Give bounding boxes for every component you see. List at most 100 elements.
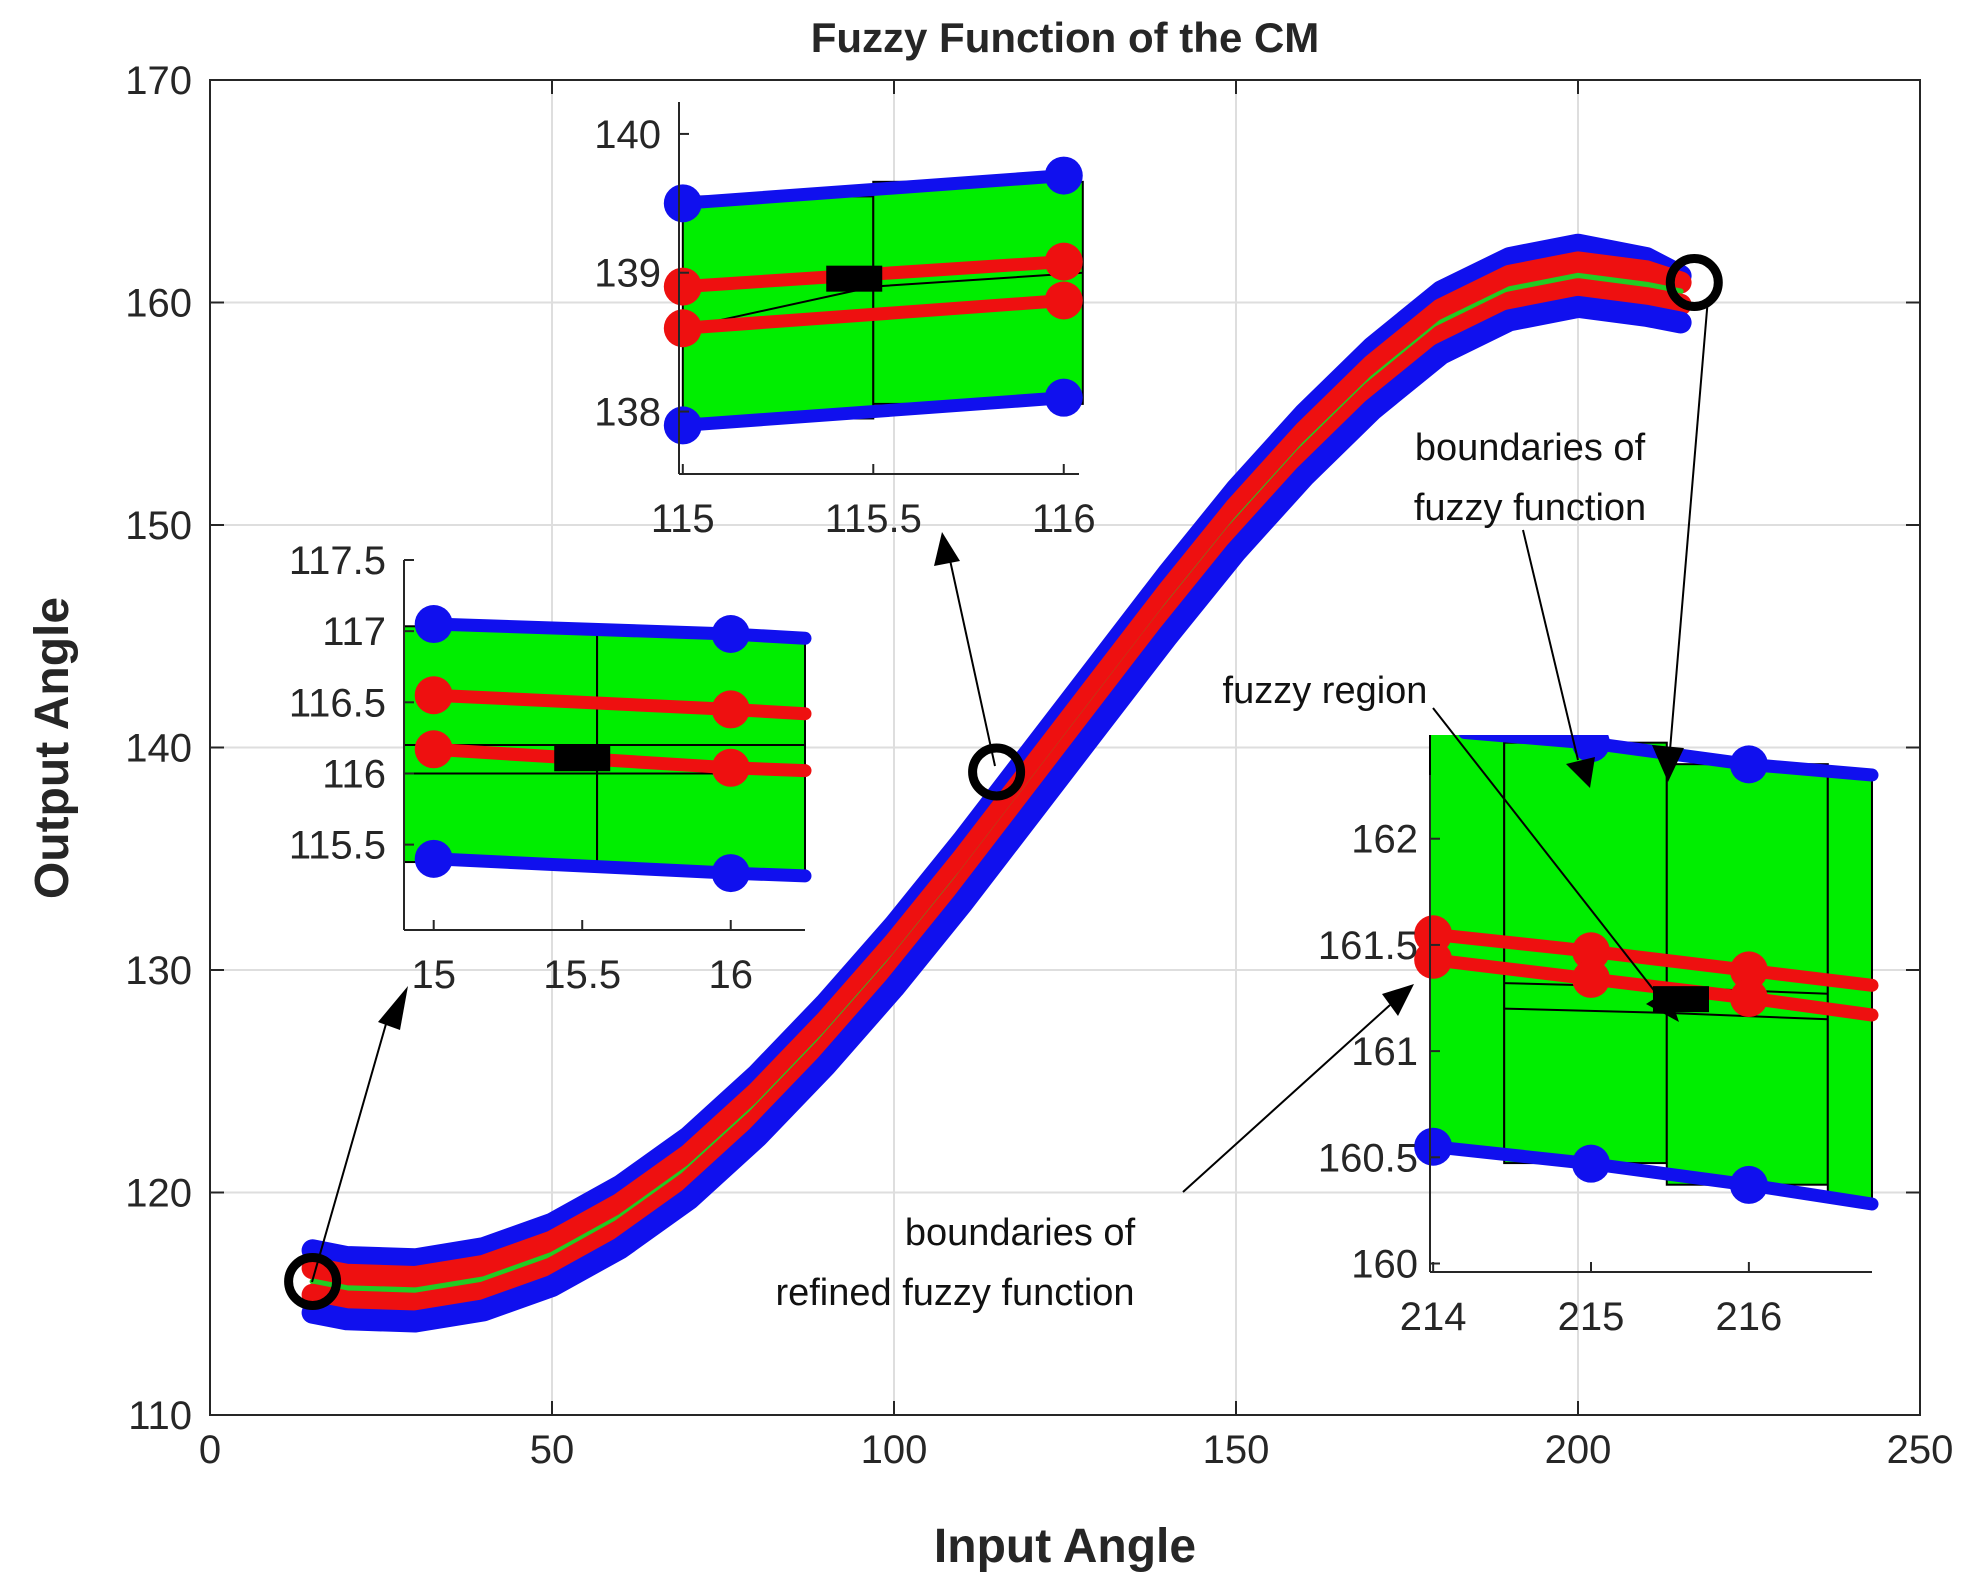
y-tick-label: 130 [125,949,192,993]
inset-y-tick-label: 116.5 [289,681,386,725]
inset-marker [1729,979,1768,1018]
inset-x-tick-label: 16 [708,953,753,997]
inset-body [403,605,812,893]
inset-y-tick-label: 160 [1351,1243,1418,1287]
chart-title: Fuzzy Function of the CM [811,14,1320,61]
inset-line-0 [676,169,1071,210]
x-axis-label: Input Angle [934,1520,1196,1573]
inset-marker [663,309,702,348]
inset-marker [1572,959,1611,998]
inset-y-tick-label: 115.5 [289,824,386,868]
annotation-boundaries-refined-line1: boundaries of [905,1212,1136,1254]
inset-marker [1729,1165,1768,1204]
inset-line-3 [1426,1140,1879,1211]
arrow-heads [378,532,1684,1030]
inset-y-tick-label: 160.5 [1318,1136,1418,1180]
inset-marker [1044,156,1083,195]
inset-marker [663,406,702,445]
inset-marker [1572,1144,1611,1183]
highlight-circle-1 [968,743,1026,801]
arrowhead-fuzzy-region [1646,990,1679,1022]
inset-input-15: 15 15.5 16 115.5 116 116.5 117 117.5 [289,539,812,997]
series-line-4 [301,295,1692,1333]
y-axis-ticks: 110 120 130 140 150 160 170 [125,59,1920,1438]
inset-x-tick-label: 116 [1032,497,1096,541]
inset-marker [1044,242,1083,281]
arrow-fuzzy-region [1432,707,1661,999]
inset-marker [414,730,453,769]
x-tick-label: 50 [530,1428,575,1472]
y-tick-label: 140 [125,727,192,771]
inset-marker [711,854,750,893]
inset-y-tick-label: 117.5 [289,539,386,583]
inset-marker [414,839,453,878]
annotation-boundaries-fuzzy-line1: boundaries of [1415,427,1646,469]
x-axis-ticks: 0 50 100 150 200 250 [199,80,1954,1472]
x-tick-label: 100 [861,1428,928,1472]
inset-y-tick-label: 140 [594,113,661,157]
inset-marker [711,690,750,729]
inset-y-tick-label: 139 [594,252,661,296]
inset-body [663,156,1084,445]
y-tick-label: 160 [125,282,192,326]
inset-marker [1572,735,1611,763]
inset-x-tick-label: 15 [411,953,456,997]
inset-marker [1044,281,1083,320]
fuzzy-column-1 [596,632,807,873]
inset-line-3 [676,391,1071,432]
y-tick-label: 120 [125,1172,192,1216]
insets-group: 15 15.5 16 115.5 116 116.5 117 117.5 115 115.5 116… [289,102,1879,1339]
inset-input-215: 214 215 216 160 160.5 161 161.5 162 [1318,735,1879,1339]
inset-input-115: 115 115.5 116 138 139 140 [594,102,1096,541]
inset-x-tick-label: 115 [651,497,715,541]
inset-marker [414,676,453,715]
arrowhead-inset2 [934,532,960,566]
arrow-inset2 [949,559,996,767]
inset-marker [663,184,702,223]
inset-marker [1044,378,1083,417]
arrowhead-boundaries-refined [1382,984,1414,1016]
highlight-circle-0 [284,1253,342,1310]
inset-marker [711,748,750,787]
inset-y-tick-label: 161.5 [1318,924,1418,968]
inset-marker [414,605,453,644]
arrow-inset1 [311,1009,391,1283]
x-tick-label: 150 [1203,1428,1270,1472]
x-tick-label: 250 [1887,1428,1954,1472]
arrow-boundaries-fuzzy [1522,529,1579,761]
arrow-boundaries-refined [1182,1004,1391,1193]
inset-marker [1414,1127,1453,1166]
annotation-arrows [311,297,1709,1283]
inset-marker [1572,932,1611,971]
arrowhead-inset1 [378,986,408,1030]
inset-x-tick-label: 216 [1715,1295,1782,1339]
arrowhead-inset3 [1652,745,1684,782]
annotation-fuzzy-region: fuzzy region [1223,670,1428,712]
y-tick-label: 170 [125,59,192,103]
inset-marker [663,267,702,306]
x-tick-label: 200 [1545,1428,1612,1472]
x-tick-label: 0 [199,1428,221,1472]
fuzzy-point-marker [826,265,883,292]
inset-x-tick-label: 15.5 [543,953,621,997]
y-axis-label: Output Angle [26,597,79,899]
inset-line-2 [676,294,1071,335]
inset-marker [1729,951,1768,990]
series-line-1 [301,251,1692,1288]
highlight-circle-2 [1665,253,1723,311]
fuzzy-point-marker [554,745,611,772]
inset-y-tick-label: 138 [594,391,661,435]
arrowhead-boundaries-fuzzy [1566,757,1595,788]
annotation-boundaries-fuzzy-line2: fuzzy function [1414,487,1646,529]
inset-marker [1729,745,1768,784]
arrow-inset3 [1669,297,1709,751]
inset-x-tick-label: 215 [1558,1295,1625,1339]
inset-body [1414,735,1879,1211]
annotation-labels: boundaries of fuzzy function fuzzy regio… [775,427,1646,1314]
annotation-boundaries-refined-line2: refined fuzzy function [775,1272,1134,1314]
inset-line-1 [1426,927,1879,992]
inset-marker [711,615,750,653]
inset-marker [1414,940,1453,979]
inset-x-tick-label: 115.5 [825,497,922,541]
inset-y-tick-label: 117 [322,610,386,654]
